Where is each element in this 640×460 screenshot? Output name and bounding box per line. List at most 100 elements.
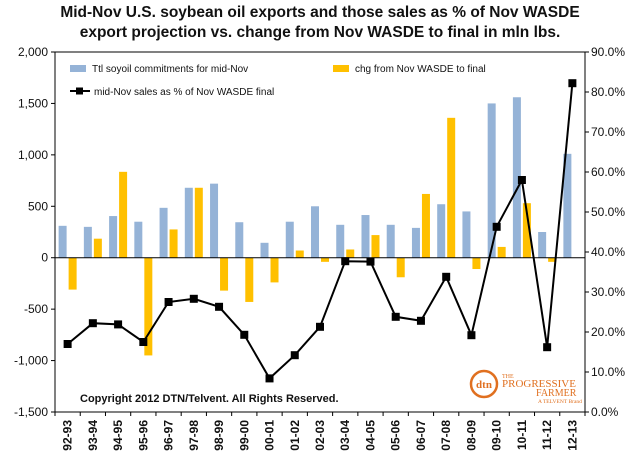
left-tick-label: 2,000 (18, 45, 48, 59)
percent-point-92-93 (63, 340, 72, 348)
right-tick-label: 80.0% (591, 85, 625, 99)
percent-point-08-09 (467, 331, 476, 340)
logo-mark: dtn (476, 379, 492, 391)
bar-change-05-06 (396, 257, 405, 278)
legend: Ttl soyoil commitments for mid-Nov chg f… (70, 64, 486, 98)
bar-commitments-95-96 (134, 221, 143, 258)
right-tick-label: 60.0% (591, 165, 625, 179)
x-tick-label-99-00: 99-00 (237, 420, 251, 451)
left-tick-label: 500 (28, 199, 48, 213)
x-tick-label-12-13: 12-13 (565, 420, 579, 451)
logo-line-1: THE (502, 374, 514, 380)
x-tick-label-00-01: 00-01 (263, 420, 277, 451)
x-tick-label-96-97: 96-97 (162, 420, 176, 451)
bar-commitments-06-07 (411, 227, 420, 258)
x-tick-label-93-94: 93-94 (86, 420, 100, 451)
bar-change-07-08 (447, 117, 456, 258)
x-tick-label-98-99: 98-99 (212, 420, 226, 451)
copyright-text: Copyright 2012 DTN/Telvent. All Rights R… (80, 393, 339, 405)
bar-commitments-07-08 (437, 204, 446, 258)
percent-point-97-98 (189, 294, 198, 303)
bar-commitments-05-06 (386, 224, 395, 258)
percent-point-94-95 (114, 320, 123, 329)
x-tick-label-97-98: 97-98 (187, 420, 201, 451)
plot-frame (54, 51, 586, 413)
x-tick-label-05-06: 05-06 (389, 420, 403, 451)
left-tick-label: -1,500 (14, 405, 48, 419)
right-tick-label: 20.0% (591, 325, 625, 339)
bar-change-03-04 (346, 249, 355, 258)
bar-change-94-95 (119, 171, 128, 258)
bar-change-98-99 (220, 257, 229, 291)
bar-change-96-97 (169, 229, 178, 258)
percent-point-04-05 (366, 257, 375, 266)
left-axis: -1,500 -1,000 -500 0 500 1,000 1,500 2,000 (14, 45, 55, 419)
right-tick-label: 10.0% (591, 365, 625, 379)
bar-change-97-98 (194, 187, 203, 258)
logo-line-3: FARMER (536, 388, 577, 399)
percent-point-95-96 (139, 338, 148, 346)
x-tick-label-10-11: 10-11 (515, 420, 529, 450)
percent-point-05-06 (391, 312, 400, 321)
bar-change-92-93 (68, 257, 77, 290)
logo-line-2: PROGRESSIVE (502, 378, 576, 390)
percent-point-12-13 (568, 79, 577, 88)
legend-marker-percent (76, 87, 83, 95)
percent-point-09-10 (492, 222, 501, 231)
bar-commitments-99-00 (235, 222, 244, 258)
left-tick-label: 1,000 (18, 148, 48, 162)
bar-change-02-03 (321, 257, 329, 262)
percent-point-10-11 (517, 176, 526, 184)
bar-commitments-10-11 (512, 97, 521, 258)
left-tick-label: -1,000 (14, 354, 48, 368)
x-tick-label-03-04: 03-04 (338, 420, 352, 451)
x-tick-label-11-12: 11-12 (540, 420, 554, 450)
logo-ring (469, 369, 499, 399)
bar-commitments-97-98 (184, 187, 193, 258)
x-tick-label-08-09: 08-09 (464, 420, 478, 451)
bar-commitments-92-93 (58, 225, 67, 258)
percent-point-11-12 (543, 343, 552, 352)
plot-area (54, 51, 586, 413)
chart-title-line-2: export projection vs. change from Nov WA… (80, 24, 561, 41)
legend-swatch-change (333, 65, 349, 72)
legend-label-change: chg from Nov WASDE to final (355, 64, 486, 75)
progressive-farmer-logo: dtn THE PROGRESSIVE FARMER A TELVENT Bra… (469, 369, 582, 405)
x-axis: 92-93 93-94 94-95 95-96 96-97 97-98 98-99 99-00… (54, 412, 586, 451)
bar-commitments-96-97 (159, 207, 168, 258)
right-tick-label: 40.0% (591, 245, 625, 259)
bar-change-04-05 (371, 235, 380, 258)
x-tick-label-94-95: 94-95 (111, 420, 125, 451)
bar-change-10-11 (522, 203, 531, 258)
percent-point-93-94 (88, 319, 97, 328)
x-tick-label-02-03: 02-03 (313, 420, 327, 451)
percent-point-01-02 (290, 351, 299, 360)
bar-commitments-11-12 (538, 232, 547, 258)
percent-point-06-07 (416, 316, 425, 325)
bar-commitments-09-10 (487, 103, 496, 258)
bar-change-06-07 (421, 193, 430, 258)
x-tick-label-95-96: 95-96 (136, 420, 150, 451)
x-tick-label-01-02: 01-02 (288, 420, 302, 451)
bar-change-00-01 (270, 257, 279, 283)
bar-change-01-02 (295, 250, 304, 258)
bar-commitments-01-02 (285, 221, 294, 258)
right-tick-label: 90.0% (591, 45, 625, 59)
bar-change-99-00 (245, 257, 254, 302)
bar-change-09-10 (497, 246, 506, 258)
left-tick-label: -500 (24, 302, 48, 316)
bar-commitments-94-95 (109, 216, 118, 258)
bar-commitments-04-05 (361, 215, 370, 258)
bar-commitments-12-13 (563, 153, 572, 258)
x-tick-label-06-07: 06-07 (414, 420, 428, 451)
x-tick-label-92-93: 92-93 (61, 420, 75, 451)
left-tick-label: 0 (41, 251, 48, 265)
right-tick-label: 0.0% (591, 405, 619, 419)
logo-line-4: A TELVENT Brand (538, 399, 582, 405)
bar-change-93-94 (93, 238, 102, 258)
legend-swatch-commitments (70, 65, 86, 72)
percent-point-96-97 (164, 298, 173, 306)
chart-title-line-1: Mid-Nov U.S. soybean oil exports and tho… (60, 4, 579, 21)
percent-point-98-99 (215, 302, 224, 311)
